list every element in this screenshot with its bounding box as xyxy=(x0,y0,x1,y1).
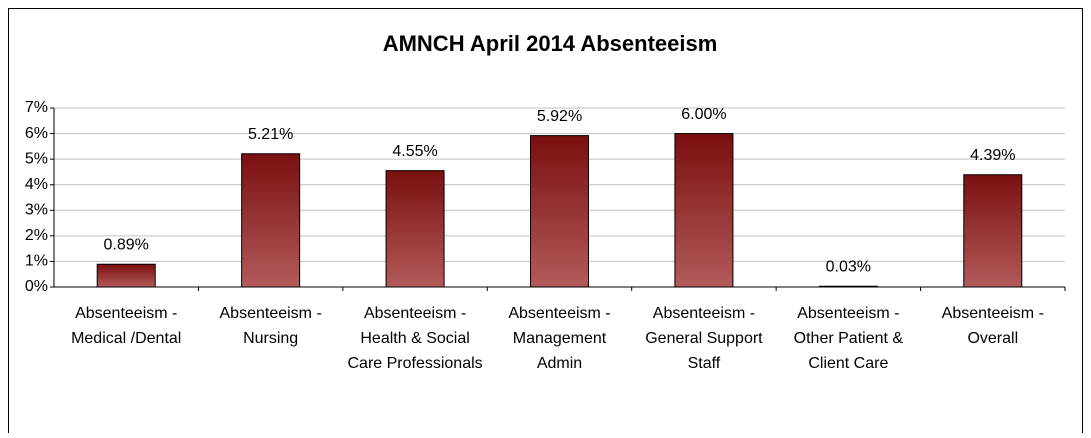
bar xyxy=(818,285,878,288)
value-label: 6.00% xyxy=(681,106,726,123)
value-label: 0.89% xyxy=(104,236,149,253)
bar xyxy=(96,263,156,288)
bar xyxy=(241,153,301,288)
value-label: 5.21% xyxy=(248,126,293,143)
y-tick-label: 0% xyxy=(25,278,48,295)
x-tick-label: Absenteeism -Medical /Dental xyxy=(71,305,181,347)
y-tick-label: 4% xyxy=(25,176,48,193)
y-tick-label: 3% xyxy=(25,202,48,219)
x-tick-label: Absenteeism -Nursing xyxy=(220,305,322,347)
chart-title: AMNCH April 2014 Absenteeism xyxy=(383,31,718,56)
x-tick-label: Absenteeism -Management Admin xyxy=(508,305,610,372)
value-label: 5.92% xyxy=(537,108,582,125)
y-tick-label: 1% xyxy=(25,253,48,270)
x-tick-label: Absenteeism -Health & Social Care Profess… xyxy=(347,305,482,372)
y-tick-label: 2% xyxy=(25,227,48,244)
bar xyxy=(385,170,445,288)
y-tick-label: 6% xyxy=(25,125,48,142)
y-tick-label: 5% xyxy=(25,150,48,167)
bar xyxy=(674,133,734,288)
x-tick-label: Absenteeism -General Support Staff xyxy=(645,305,763,372)
x-tick-label: Absenteeism -Overall xyxy=(942,305,1044,347)
bar xyxy=(530,135,589,288)
value-label: 4.55% xyxy=(392,143,437,160)
bar xyxy=(963,174,1023,288)
value-label: 4.39% xyxy=(970,147,1015,164)
value-label: 0.03% xyxy=(826,258,871,275)
x-tick-label: Absenteeism -Other Patient & Client Care xyxy=(794,305,904,372)
y-tick-label: 7% xyxy=(25,99,48,116)
